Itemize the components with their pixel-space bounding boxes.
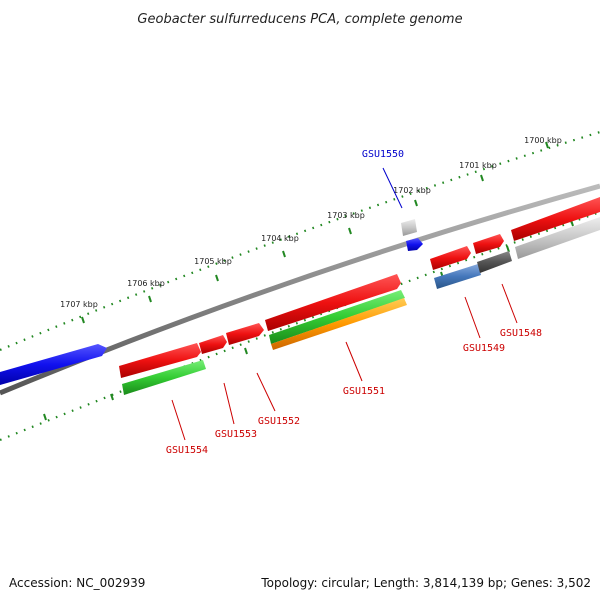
gene-gsu1549[interactable] [430, 246, 471, 270]
gene-gsu1548[interactable] [473, 234, 504, 254]
gene-gsu1550[interactable] [406, 238, 423, 251]
leader-gsu1549 [464, 296, 481, 339]
gene-gsu1550-gray[interactable] [401, 219, 417, 236]
map-title: Geobacter sulfurreducens PCA, complete g… [137, 12, 462, 27]
kbp-label-1702: 1702 kbp [393, 186, 431, 195]
leader-gsu1548 [501, 283, 518, 324]
leader-gsu1550 [382, 167, 403, 209]
gene-gsu1551[interactable] [265, 274, 401, 331]
gene-gsu1552[interactable] [226, 323, 264, 345]
label-gsu1549[interactable]: GSU1549 [463, 343, 505, 354]
label-gsu1552[interactable]: GSU1552 [258, 416, 300, 427]
gene-darkgray[interactable] [477, 251, 512, 273]
gene-green-left[interactable] [122, 360, 206, 395]
kbp-label-1707: 1707 kbp [60, 300, 98, 309]
gene-orange-mid[interactable] [271, 298, 407, 350]
kbp-label-1701: 1701 kbp [459, 161, 497, 170]
gene-red-right[interactable] [511, 197, 600, 241]
inner-scale-ring [0, 210, 600, 442]
gene-gsu1554[interactable] [119, 343, 201, 378]
leader-gsu1553 [223, 382, 235, 425]
kbp-label-1703: 1703 kbp [327, 211, 365, 220]
label-gsu1550[interactable]: GSU1550 [362, 149, 404, 160]
genome-backbone [0, 183, 600, 396]
accession-text: Accession: NC_002939 [9, 576, 145, 590]
topology-text: Topology: circular; Length: 3,814,139 bp… [260, 576, 591, 590]
gene-steelblue[interactable] [434, 264, 481, 289]
gene-blue-left[interactable] [0, 344, 107, 385]
kbp-label-1705: 1705 kbp [194, 257, 232, 266]
kbp-label-1700: 1700 kbp [524, 136, 562, 145]
gene-lightgray-right[interactable] [515, 217, 600, 259]
gene-gsu1553[interactable] [199, 335, 227, 354]
leader-gsu1552 [256, 372, 276, 412]
kbp-label-1706: 1706 kbp [127, 279, 165, 288]
label-gsu1554[interactable]: GSU1554 [166, 445, 208, 456]
label-gsu1551[interactable]: GSU1551 [343, 386, 385, 397]
label-gsu1553[interactable]: GSU1553 [215, 429, 257, 440]
gene-green-mid[interactable] [269, 290, 405, 344]
kbp-label-1704: 1704 kbp [261, 234, 299, 243]
leader-gsu1551 [345, 341, 363, 382]
label-gsu1548[interactable]: GSU1548 [500, 328, 542, 339]
leader-gsu1554 [171, 399, 186, 441]
outer-major-ticks [81, 141, 549, 324]
